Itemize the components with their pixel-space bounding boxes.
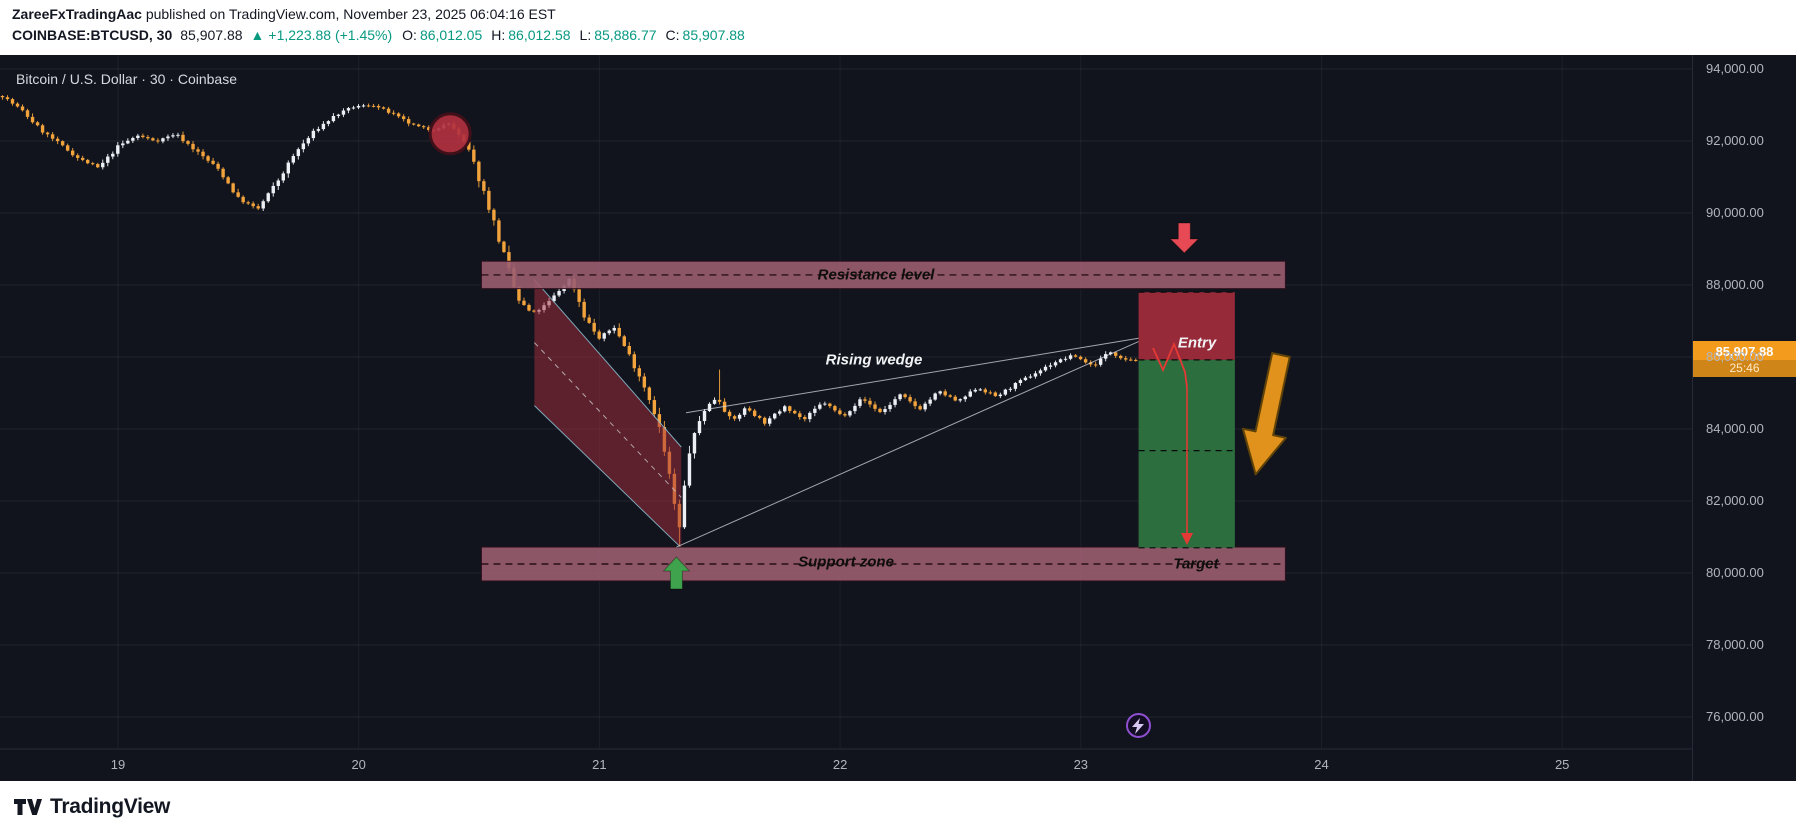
symbol-name: COINBASE:BTCUSD, 30 <box>12 27 173 43</box>
price-label-88000: 88,000.00 <box>1706 277 1764 292</box>
open-value: 86,012.05 <box>419 27 483 43</box>
rising-wedge-lines[interactable] <box>676 337 1139 548</box>
support-zone[interactable] <box>480 546 1286 582</box>
price-chart-svg[interactable] <box>0 55 1692 781</box>
price-label-82000: 82,000.00 <box>1706 493 1764 508</box>
tradingview-logo[interactable]: TradingView <box>14 781 170 832</box>
price-label-86000: 86,000.00 <box>1706 349 1764 364</box>
price-label-90000: 90,000.00 <box>1706 205 1764 220</box>
price-label-94000: 94,000.00 <box>1706 61 1764 76</box>
low-value: 85,886.77 <box>594 27 657 43</box>
sell-down-arrow[interactable] <box>1169 222 1200 254</box>
time-label-19: 19 <box>110 757 126 772</box>
time-label-22: 22 <box>832 757 848 772</box>
symbol-info-bar: COINBASE:BTCUSD, 30 85,907.88 ▲ +1,223.8… <box>12 27 754 43</box>
low-label: L: <box>579 27 592 43</box>
time-axis[interactable]: 19 20 21 22 23 24 25 <box>0 749 1692 781</box>
change-up-icon: ▲ <box>250 27 265 43</box>
time-label-24: 24 <box>1314 757 1329 772</box>
lightning-icon <box>1132 717 1144 734</box>
time-label-25: 25 <box>1554 757 1570 772</box>
open-label: O: <box>402 27 417 43</box>
rising-wedge-label[interactable]: Rising wedge <box>825 351 923 369</box>
high-value: 86,012.58 <box>508 27 571 43</box>
time-label-20: 20 <box>351 757 366 772</box>
big-down-arrow[interactable] <box>1234 350 1302 478</box>
time-label-23: 23 <box>1073 757 1089 772</box>
price-label-76000: 76,000.00 <box>1706 709 1764 724</box>
highlight-circle[interactable] <box>428 112 472 156</box>
last-price-value: 85,907.88 <box>1715 344 1774 359</box>
tradingview-mark-icon <box>14 798 42 815</box>
price-label-80000: 80,000.00 <box>1706 565 1764 580</box>
published-text: published on TradingView.com, November 2… <box>141 6 556 22</box>
price-label-78000: 78,000.00 <box>1706 637 1764 652</box>
snapshot-header: ZareeFxTradingAac published on TradingVi… <box>0 0 1796 55</box>
brand-text: TradingView <box>50 794 171 818</box>
chart-legend-title: Bitcoin / U.S. Dollar · 30 · Coinbase <box>16 71 237 87</box>
published-line: ZareeFxTradingAac published on TradingVi… <box>12 6 556 22</box>
high-label: H: <box>491 27 506 43</box>
close-label: C: <box>665 27 680 43</box>
last-price-label: 85,907.88 25:46 <box>1693 341 1796 377</box>
footer: TradingView <box>0 781 1796 832</box>
falling-channel[interactable] <box>534 279 682 549</box>
bar-countdown: 25:46 <box>1693 360 1796 377</box>
chart-area[interactable]: Bitcoin / U.S. Dollar · 30 · Coinbase Re… <box>0 55 1796 781</box>
price-label-92000: 92,000.00 <box>1706 133 1764 148</box>
time-label-21: 21 <box>592 757 607 772</box>
close-value: 85,907.88 <box>682 27 745 43</box>
price-label-84000: 84,000.00 <box>1706 421 1764 436</box>
price-axis[interactable]: 85,907.88 25:46 94,000.00 92,000.00 90,000… <box>1692 55 1796 781</box>
trade-path-arrow[interactable] <box>1152 341 1193 545</box>
price-change: +1,223.88 (+1.45%) <box>268 27 393 43</box>
last-price: 85,907.88 <box>180 27 243 43</box>
gridlines <box>0 55 1692 749</box>
boost-lightning-button[interactable] <box>1126 713 1151 738</box>
resistance-level-label[interactable]: Resistance level <box>817 266 935 284</box>
entry-label[interactable]: Entry <box>1177 334 1217 352</box>
resistance-zone[interactable] <box>480 260 1286 290</box>
author-name: ZareeFxTradingAac <box>12 6 142 22</box>
support-zone-label[interactable]: Support zone <box>798 553 894 571</box>
target-label[interactable]: Target <box>1173 555 1219 573</box>
bounce-up-arrow[interactable] <box>662 556 691 590</box>
